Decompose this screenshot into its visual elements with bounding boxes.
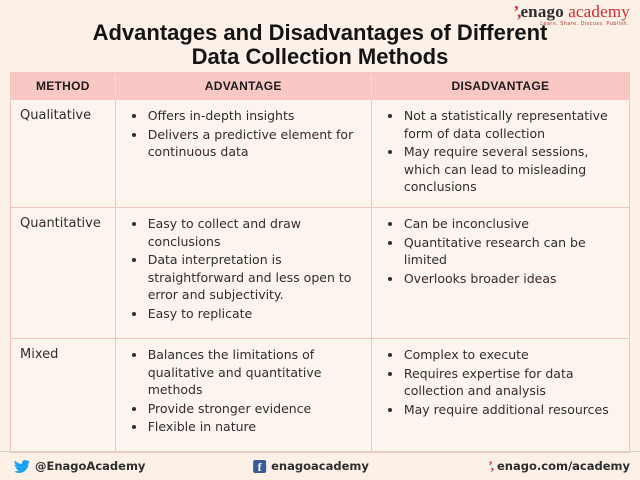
disadvantage-list: Can be inconclusive Quantitative researc… (381, 215, 620, 287)
disadvantage-cell: Complex to execute Requires expertise fo… (372, 339, 629, 452)
advantage-cell: Easy to collect and draw conclusions Dat… (116, 208, 372, 338)
logo-tagline: Learn. Share. Discuss. Publish. (540, 21, 629, 27)
page-title-line1: Advantages and Disadvantages of Differen… (92, 20, 548, 45)
page-title-line2: Data Collection Methods (191, 44, 449, 69)
bullet-item: May require additional resources (403, 401, 620, 419)
disadvantage-cell: Can be inconclusive Quantitative researc… (372, 208, 629, 338)
disadvantage-cell: Not a statistically representative form … (372, 100, 629, 207)
bullet-item: Quantitative research can be limited (403, 234, 620, 269)
advantage-list: Easy to collect and draw conclusions Dat… (125, 215, 362, 322)
footer: @EnagoAcademy f enagoacademy ’, enago.co… (0, 451, 640, 480)
method-cell: Quantitative (11, 208, 116, 338)
table-row-mixed: Mixed Balances the limitations of qualit… (11, 338, 629, 452)
bullet-item: Requires expertise for data collection a… (403, 365, 620, 400)
website-link[interactable]: ’, enago.com/academy (488, 458, 630, 474)
advantage-cell: Offers in-depth insights Delivers a pred… (116, 100, 372, 207)
bullet-item: May require several sessions, which can … (403, 143, 620, 196)
logo-text-academy: academy (568, 2, 630, 21)
disadvantage-list: Complex to execute Requires expertise fo… (381, 346, 620, 418)
bullet-item: Data interpretation is straightforward a… (147, 251, 362, 304)
data-collection-methods-table: METHOD ADVANTAGE DISADVANTAGE Qualitativ… (10, 72, 630, 453)
enago-mark-icon: ’, (488, 458, 493, 473)
bullet-item: Easy to collect and draw conclusions (147, 215, 362, 250)
column-header-advantage: ADVANTAGE (116, 73, 372, 99)
advantage-cell: Balances the limitations of qualitative … (116, 339, 372, 452)
table-row-qualitative: Qualitative Offers in-depth insights Del… (11, 99, 629, 207)
disadvantage-list: Not a statistically representative form … (381, 107, 620, 196)
bullet-item: Flexible in nature (147, 418, 362, 436)
bullet-item: Complex to execute (403, 346, 620, 364)
bullet-item: Overlooks broader ideas (403, 270, 620, 288)
method-cell: Mixed (11, 339, 116, 452)
bullet-item: Not a statistically representative form … (403, 107, 620, 142)
method-cell: Qualitative (11, 100, 116, 207)
bullet-item: Provide stronger evidence (147, 400, 362, 418)
facebook-handle: enagoacademy (271, 459, 369, 473)
page-title: Advantages and Disadvantages of Differen… (0, 21, 640, 69)
enago-mark-icon: ’, (513, 2, 522, 21)
enago-academy-logo: ’,enago academy Learn. Share. Discuss. P… (514, 3, 630, 27)
bullet-item: Balances the limitations of qualitative … (147, 346, 362, 399)
facebook-icon: f (253, 459, 267, 473)
bullet-item: Delivers a predictive element for contin… (147, 126, 362, 161)
column-header-method: METHOD (11, 73, 116, 99)
website-url: enago.com/academy (497, 459, 630, 473)
logo-wordmark: ’,enago academy (514, 3, 630, 20)
table-header-row: METHOD ADVANTAGE DISADVANTAGE (11, 73, 629, 99)
table-row-quantitative: Quantitative Easy to collect and draw co… (11, 207, 629, 338)
advantage-list: Offers in-depth insights Delivers a pred… (125, 107, 362, 161)
facebook-handle-link[interactable]: f enagoacademy (253, 459, 369, 473)
twitter-handle: @EnagoAcademy (35, 459, 146, 473)
bullet-item: Can be inconclusive (403, 215, 620, 233)
column-header-disadvantage: DISADVANTAGE (451, 79, 550, 93)
twitter-handle-link[interactable]: @EnagoAcademy (14, 459, 145, 473)
advantage-list: Balances the limitations of qualitative … (125, 346, 362, 436)
bullet-item: Offers in-depth insights (147, 107, 362, 125)
bullet-item: Easy to replicate (147, 305, 362, 323)
logo-text-enago: enago (520, 2, 564, 21)
twitter-icon (14, 459, 30, 473)
